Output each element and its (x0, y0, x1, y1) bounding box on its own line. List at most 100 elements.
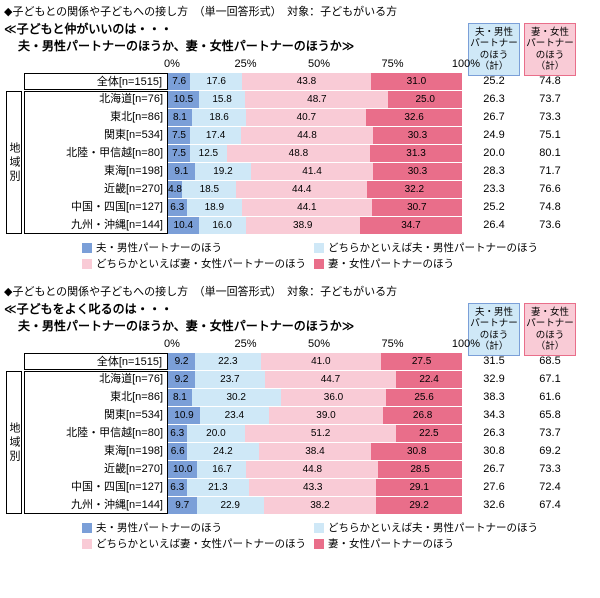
stacked-bar: 7.5 17.4 44.8 30.3 (168, 127, 462, 144)
chart-row: 中国・四国[n=127] 6.3 18.9 44.1 30.7 25.2 74.8 (4, 199, 596, 216)
bar-segment: 16.7 (197, 461, 247, 478)
bar-segment: 4.8 (168, 181, 183, 198)
row-label: 北陸・甲信越[n=80] (66, 427, 163, 439)
bar-segment: 48.7 (245, 91, 389, 108)
summary-value: 24.9 (483, 129, 505, 141)
summary-value: 69.2 (539, 445, 561, 457)
chart-row: 近畿[n=270] 4.8 18.5 44.4 32.2 23.3 76.6 (4, 181, 596, 198)
row-label: 近畿[n=270] (103, 183, 163, 195)
row-label: 東海[n=198] (103, 165, 163, 177)
legend-label: 夫・男性パートナーのほう (96, 522, 222, 534)
bar-segment: 25.0 (388, 91, 462, 108)
bar-segment: 44.4 (236, 181, 368, 198)
summary-value: 26.3 (483, 427, 505, 439)
bar-segment: 23.4 (200, 407, 269, 424)
chart-row: 全体[n=1515] 7.6 17.6 43.8 31.0 25.2 74.8 (4, 73, 596, 90)
summary-header-husband: 夫・男性 パートナー のほう （計） (468, 23, 520, 76)
row-label: 全体[n=1515] (24, 73, 168, 90)
bar-segment: 41.0 (260, 353, 382, 370)
bar-segment: 43.8 (242, 73, 371, 90)
axis-tick: 0% (164, 58, 180, 70)
bar-segment: 7.5 (168, 127, 191, 144)
bar-segment: 19.2 (194, 163, 252, 180)
bar-segment: 29.1 (376, 479, 462, 496)
summary-value: 67.4 (539, 499, 561, 511)
bar-segment: 30.8 (371, 443, 462, 460)
legend-swatch-icon (314, 522, 324, 533)
summary-value: 72.4 (539, 481, 561, 493)
bar-segment: 15.8 (198, 91, 246, 108)
chart-block-friendly-with-child: ◆子どもとの関係や子どもへの接し方 （単一回答形式） 対象：子どもがいる方 ≪子… (4, 4, 596, 270)
bar-segment: 6.3 (168, 425, 187, 442)
chart-row: 北陸・甲信越[n=80] 6.3 20.0 51.2 22.5 26.3 73.7 (4, 425, 596, 442)
summary-value: 74.8 (539, 201, 561, 213)
stacked-bar: 6.3 18.9 44.1 30.7 (168, 199, 462, 216)
chart-row: 九州・沖縄[n=144] 10.4 16.0 38.9 34.7 26.4 73.6 (4, 217, 596, 234)
stacked-bar: 7.6 17.6 43.8 31.0 (168, 73, 462, 90)
summary-value: 34.3 (483, 409, 505, 421)
bar-segment: 39.0 (268, 407, 384, 424)
bar-segment: 30.3 (372, 127, 462, 144)
bar-segment: 7.5 (168, 145, 191, 162)
legend-item: 妻・女性パートナーのほう (314, 537, 596, 550)
row-label: 関東[n=534] (103, 129, 163, 141)
chart-row: 九州・沖縄[n=144] 9.7 22.9 38.2 29.2 32.6 67.4 (4, 497, 596, 514)
bar-segment: 6.3 (168, 199, 187, 216)
bar-segment: 10.9 (168, 407, 200, 424)
legend-item: 夫・男性パートナーのほう (82, 521, 314, 534)
chart-row: 東海[n=198] 6.6 24.2 38.4 30.8 30.8 69.2 (4, 443, 596, 460)
row-label: 中国・四国[n=127] (70, 481, 163, 493)
chart-row: 北海道[n=76] 10.5 15.8 48.7 25.0 26.3 73.7 (4, 91, 596, 108)
row-label: 九州・沖縄[n=144] (70, 499, 163, 511)
summary-value: 26.7 (483, 111, 505, 123)
legend-item: どちらかといえば妻・女性パートナーのほう (82, 537, 314, 550)
legend-swatch-icon (314, 538, 324, 549)
summary-value: 74.8 (539, 75, 561, 87)
bar-segment: 10.4 (168, 217, 199, 234)
chart-header: ◆子どもとの関係や子どもへの接し方 （単一回答形式） 対象：子どもがいる方 (4, 286, 398, 298)
summary-value: 65.8 (539, 409, 561, 421)
legend: 夫・男性パートナーのほう どちらかといえば夫・男性パートナーのほう どちらかといえば… (82, 241, 596, 270)
summary-value: 27.6 (483, 481, 505, 493)
chart-title-line1: ≪子どもと仲がいいのは・・・ (4, 22, 173, 36)
chart-row: 東海[n=198] 9.1 19.2 41.4 30.3 28.3 71.7 (4, 163, 596, 180)
row-label: 関東[n=534] (103, 409, 163, 421)
legend: 夫・男性パートナーのほう どちらかといえば夫・男性パートナーのほう どちらかといえば… (82, 521, 596, 550)
chart-row: 関東[n=534] 7.5 17.4 44.8 30.3 24.9 75.1 (4, 127, 596, 144)
summary-value: 67.1 (539, 373, 561, 385)
summary-value: 73.3 (539, 463, 561, 475)
bar-segment: 38.2 (263, 497, 377, 514)
legend-label: 夫・男性パートナーのほう (96, 242, 222, 254)
summary-value: 73.6 (539, 219, 561, 231)
stacked-bar: 6.3 21.3 43.3 29.1 (168, 479, 462, 496)
stacked-bar: 6.6 24.2 38.4 30.8 (168, 443, 462, 460)
stacked-bar: 9.7 22.9 38.2 29.2 (168, 497, 462, 514)
row-label: 北海道[n=76] (99, 93, 163, 105)
summary-value: 20.0 (483, 147, 505, 159)
bar-segment: 22.5 (395, 425, 462, 442)
bar-segment: 18.6 (191, 109, 247, 126)
bar-segment: 36.0 (280, 389, 387, 406)
bar-segment: 9.2 (168, 353, 196, 370)
bar-segment: 51.2 (245, 425, 396, 442)
legend-swatch-icon (82, 522, 92, 533)
stacked-bar: 9.1 19.2 41.4 30.3 (168, 163, 462, 180)
chart-block-scolds-child: ◆子どもとの関係や子どもへの接し方 （単一回答形式） 対象：子どもがいる方 ≪子… (4, 284, 596, 550)
axis-tick: 100% (451, 338, 481, 350)
bar-segment: 44.8 (241, 127, 373, 144)
chart-title-line2: 夫・男性パートナーのほうか、妻・女性パートナーのほうか≫ (18, 39, 355, 53)
legend-item: どちらかといえば妻・女性パートナーのほう (82, 257, 314, 270)
summary-value: 25.2 (483, 201, 505, 213)
axis-tick: 50% (307, 58, 331, 70)
bar-segment: 7.6 (168, 73, 191, 90)
bar-segment: 32.6 (366, 109, 462, 126)
bar-segment: 44.8 (246, 461, 379, 478)
stacked-bar: 10.4 16.0 38.9 34.7 (168, 217, 462, 234)
summary-value: 75.1 (539, 129, 561, 141)
legend-swatch-icon (82, 258, 92, 269)
bar-segment: 22.4 (396, 371, 462, 388)
axis: 0% 25% 50% 75% 100% (4, 335, 596, 353)
summary-value: 61.6 (539, 391, 561, 403)
bar-segment: 34.7 (359, 217, 462, 234)
bar-segment: 48.8 (226, 145, 371, 162)
